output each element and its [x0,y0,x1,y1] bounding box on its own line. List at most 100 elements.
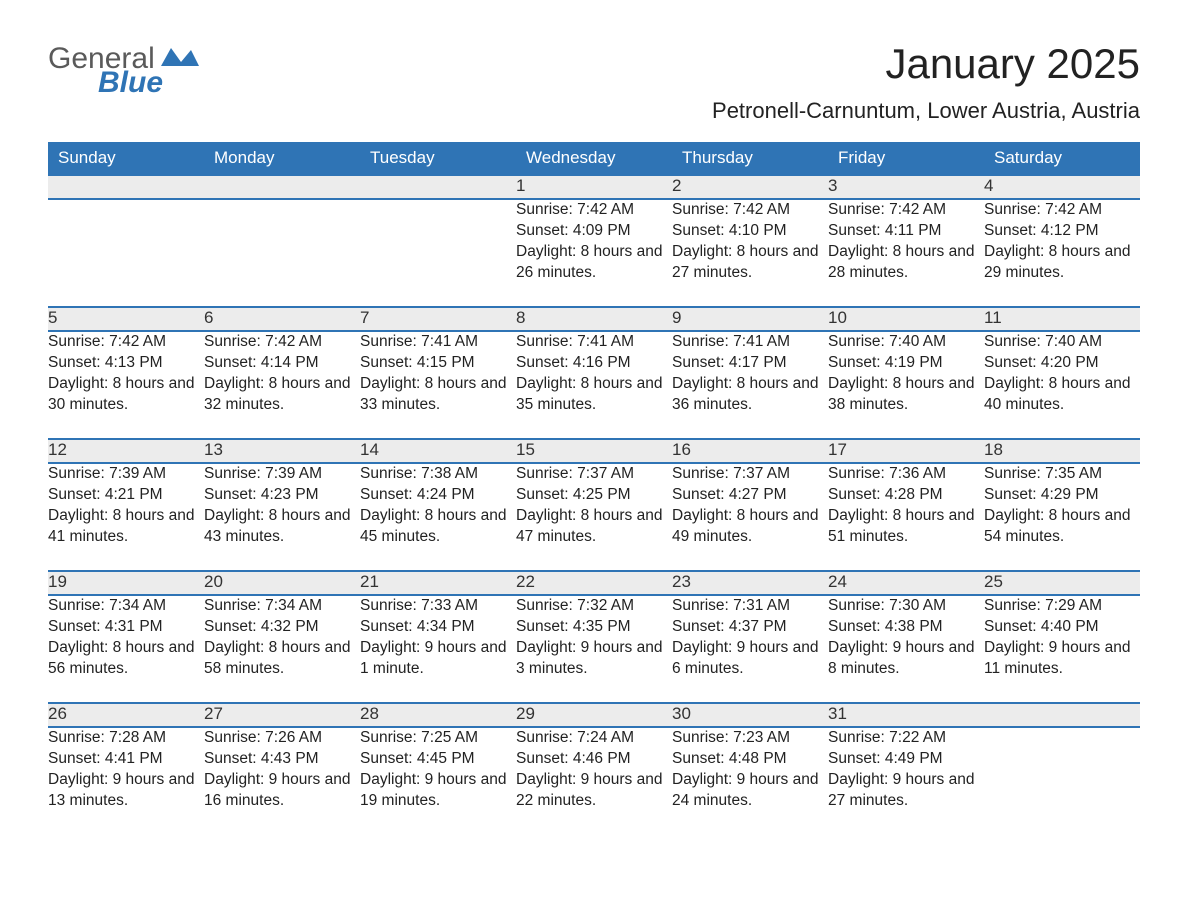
sunrise-line: Sunrise: 7:23 AM [672,729,790,746]
sunset-line: Sunset: 4:43 PM [204,750,319,767]
detail-row: Sunrise: 7:42 AM Sunset: 4:09 PM Daylight:… [48,199,1140,307]
sunset-line: Sunset: 4:09 PM [516,222,631,239]
daylight-line: Daylight: 8 hours and 49 minutes. [672,507,818,545]
sunset-line: Sunset: 4:45 PM [360,750,475,767]
day-number-cell: 28 [360,703,516,727]
daylight-line: Daylight: 8 hours and 41 minutes. [48,507,194,545]
sunset-line: Sunset: 4:46 PM [516,750,631,767]
sunset-line: Sunset: 4:15 PM [360,354,475,371]
sunset-line: Sunset: 4:27 PM [672,486,787,503]
sunrise-line: Sunrise: 7:37 AM [516,465,634,482]
sunrise-line: Sunrise: 7:32 AM [516,597,634,614]
day-number-cell: 15 [516,439,672,463]
sunrise-line: Sunrise: 7:26 AM [204,729,322,746]
sunrise-line: Sunrise: 7:33 AM [360,597,478,614]
daylight-line: Daylight: 9 hours and 22 minutes. [516,771,662,809]
sunset-line: Sunset: 4:28 PM [828,486,943,503]
detail-row: Sunrise: 7:28 AMSunset: 4:41 PMDaylight:… [48,727,1140,835]
sunset-line: Sunset: 4:16 PM [516,354,631,371]
day-detail-cell: Sunrise: 7:42 AMSunset: 4:14 PMDaylight:… [204,331,360,439]
sunset-line: Sunset: 4:25 PM [516,486,631,503]
daylight-line: Daylight: 8 hours and 43 minutes. [204,507,350,545]
day-number-cell: 2 [672,175,828,199]
day-number-cell [984,703,1140,727]
daylight-line: Daylight: 8 hours and 40 minutes. [984,375,1130,413]
sunset-line: Sunset: 4:38 PM [828,618,943,635]
daynum-row: 12131415161718 [48,439,1140,463]
sunrise-line: Sunrise: 7:42 AM [672,201,790,218]
day-number-cell: 30 [672,703,828,727]
daylight-line: Daylight: 8 hours and 47 minutes. [516,507,662,545]
day-detail-cell: Sunrise: 7:30 AMSunset: 4:38 PMDaylight:… [828,595,984,703]
day-number-cell: 23 [672,571,828,595]
day-detail-cell: Sunrise: 7:41 AMSunset: 4:16 PMDaylight:… [516,331,672,439]
sunset-line: Sunset: 4:32 PM [204,618,319,635]
sunrise-line: Sunrise: 7:42 AM [828,201,946,218]
daylight-line: Daylight: 8 hours and 33 minutes. [360,375,506,413]
day-number-cell: 6 [204,307,360,331]
day-number-cell: 22 [516,571,672,595]
sunrise-line: Sunrise: 7:22 AM [828,729,946,746]
weekday-header: Thursday [672,142,828,175]
sunrise-line: Sunrise: 7:24 AM [516,729,634,746]
day-number-cell: 9 [672,307,828,331]
day-detail-cell: Sunrise: 7:42 AM Sunset: 4:09 PM Daylight:… [516,199,672,307]
daylight-line: Daylight: 9 hours and 8 minutes. [828,639,974,677]
sunset-line: Sunset: 4:31 PM [48,618,163,635]
daylight-line: Daylight: 9 hours and 16 minutes. [204,771,350,809]
day-detail-cell: Sunrise: 7:29 AMSunset: 4:40 PMDaylight:… [984,595,1140,703]
daylight-line: Daylight: 9 hours and 24 minutes. [672,771,818,809]
sunrise-line: Sunrise: 7:42 AM [48,333,166,350]
daylight-line: Daylight: 8 hours and 54 minutes. [984,507,1130,545]
day-number-cell: 1 [516,175,672,199]
day-detail-cell: Sunrise: 7:39 AMSunset: 4:21 PMDaylight:… [48,463,204,571]
header: General Blue January 2025 Petronell-Carn… [48,40,1140,138]
sunrise-line: Sunrise: 7:31 AM [672,597,790,614]
daylight-line: Daylight: 8 hours and 30 minutes. [48,375,194,413]
daylight-line: Daylight: 9 hours and 1 minute. [360,639,506,677]
daylight-line: Daylight: 8 hours and 45 minutes. [360,507,506,545]
daylight-line: Daylight: 9 hours and 3 minutes. [516,639,662,677]
daylight-line: Daylight: 8 hours and 26 minutes. [516,243,662,281]
daylight-line: Daylight: 9 hours and 27 minutes. [828,771,974,809]
sunrise-line: Sunrise: 7:40 AM [828,333,946,350]
day-number-cell: 21 [360,571,516,595]
sunset-line: Sunset: 4:23 PM [204,486,319,503]
day-number-cell: 11 [984,307,1140,331]
sunrise-line: Sunrise: 7:29 AM [984,597,1102,614]
day-number-cell: 29 [516,703,672,727]
day-number-cell: 26 [48,703,204,727]
day-number-cell: 27 [204,703,360,727]
sunrise-line: Sunrise: 7:42 AM [516,201,634,218]
day-number-cell [204,175,360,199]
day-number-cell: 20 [204,571,360,595]
day-detail-cell: Sunrise: 7:42 AMSunset: 4:11 PMDaylight:… [828,199,984,307]
sunrise-line: Sunrise: 7:34 AM [204,597,322,614]
sunset-line: Sunset: 4:13 PM [48,354,163,371]
sunset-line: Sunset: 4:35 PM [516,618,631,635]
day-detail-cell: Sunrise: 7:42 AMSunset: 4:12 PMDaylight:… [984,199,1140,307]
sunset-line: Sunset: 4:37 PM [672,618,787,635]
daylight-line: Daylight: 8 hours and 35 minutes. [516,375,662,413]
sunset-line: Sunset: 4:20 PM [984,354,1099,371]
detail-row: Sunrise: 7:34 AM Sunset: 4:31 PM Daylight:… [48,595,1140,703]
sunset-line: Sunset: 4:49 PM [828,750,943,767]
daylight-line: Daylight: 9 hours and 13 minutes. [48,771,194,809]
day-detail-cell [48,199,204,307]
day-detail-cell: Sunrise: 7:41 AMSunset: 4:17 PMDaylight:… [672,331,828,439]
day-detail-cell: Sunrise: 7:34 AMSunset: 4:32 PMDaylight:… [204,595,360,703]
day-number-cell: 7 [360,307,516,331]
sunrise-line: Sunrise: 7:35 AM [984,465,1102,482]
daylight-line: Daylight: 8 hours and 27 minutes. [672,243,818,281]
day-detail-cell: Sunrise: 7:39 AMSunset: 4:23 PMDaylight:… [204,463,360,571]
day-number-cell: 16 [672,439,828,463]
day-detail-cell: Sunrise: 7:23 AMSunset: 4:48 PMDaylight:… [672,727,828,835]
sunset-line: Sunset: 4:14 PM [204,354,319,371]
day-number-cell: 4 [984,175,1140,199]
sunrise-line: Sunrise: 7:41 AM [360,333,478,350]
daylight-line: Daylight: 8 hours and 28 minutes. [828,243,974,281]
daynum-row: 567891011 [48,307,1140,331]
calendar-table: SundayMondayTuesdayWednesdayThursdayFrid… [48,142,1140,835]
sunset-line: Sunset: 4:17 PM [672,354,787,371]
daynum-row: 19202122232425 [48,571,1140,595]
